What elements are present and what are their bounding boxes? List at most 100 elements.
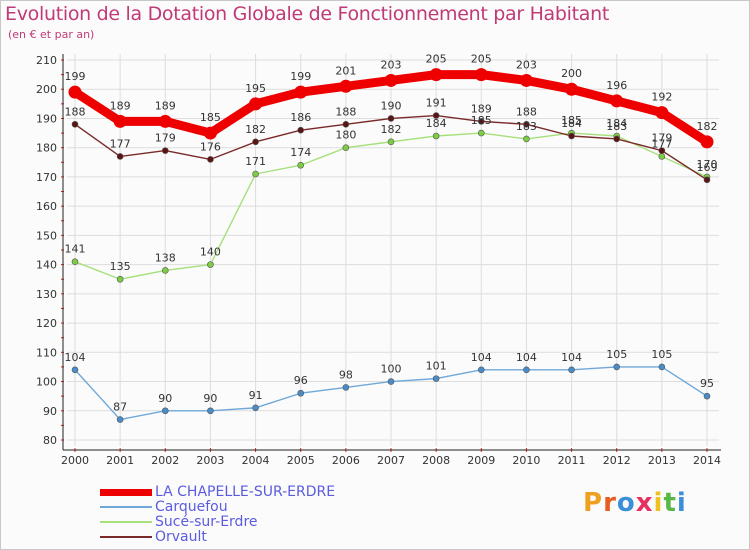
x-tick-label: 2006 [332,454,360,467]
data-point [703,392,711,400]
data-point [387,378,395,385]
y-tick-label: 120 [36,317,57,330]
data-label: 104 [471,351,492,364]
data-point [71,121,79,128]
data-label: 191 [426,97,447,110]
y-tick-label: 90 [43,405,57,418]
y-tick-label: 180 [36,142,57,155]
data-label: 189 [155,99,176,112]
data-point [116,275,124,283]
data-point [297,389,305,397]
proxiti-logo: Proxiti [583,488,687,518]
data-point [387,115,395,122]
logo-letter: P [583,488,604,518]
legend-swatch-suce [100,521,152,523]
data-label: 140 [200,246,221,259]
data-point [252,138,259,146]
data-label: 196 [606,79,627,92]
y-tick-label: 160 [36,200,57,213]
data-label: 176 [200,140,221,153]
data-point [207,261,214,268]
chart-title: Evolution de la Dotation Globale de Fonc… [5,3,610,25]
data-label: 174 [290,146,311,159]
data-point [658,363,666,371]
data-label: 203 [516,58,537,71]
legend-label-la-chapelle: LA CHAPELLE-SUR-ERDRE [155,484,336,500]
data-point [703,176,711,184]
data-point [116,416,124,423]
data-label: 199 [65,70,86,83]
data-point [477,129,485,137]
data-label: 171 [245,155,266,168]
data-label: 188 [335,105,356,118]
data-point [71,366,79,374]
data-point [339,79,353,93]
x-tick-label: 2012 [603,454,631,467]
data-point [658,153,666,160]
data-label: 180 [335,129,356,142]
data-label: 100 [381,363,402,376]
data-label: 87 [113,401,127,414]
data-label: 179 [155,132,176,145]
legend-label-suce: Sucé-sur-Erdre [155,514,258,530]
data-label: 96 [294,374,308,387]
y-tick-label: 200 [36,83,57,96]
logo-letter: t [663,488,677,518]
data-point [161,407,169,415]
y-tick-label: 80 [43,434,57,447]
data-point [207,407,214,415]
data-point [294,85,308,99]
data-label: 195 [245,82,266,95]
data-label: 185 [200,111,221,124]
data-label: 104 [516,351,537,364]
data-label: 95 [700,377,714,390]
y-tick-label: 110 [36,346,57,359]
data-point [613,135,621,143]
logo-letter: i [676,488,687,518]
data-label: 104 [561,351,582,364]
data-label: 90 [158,392,172,405]
data-point [387,138,395,146]
legend-swatch-orvault [100,536,152,538]
y-tick-label: 130 [36,288,57,301]
data-label: 186 [290,111,311,124]
data-point [568,366,575,374]
data-label: 199 [290,70,311,83]
data-point [252,404,259,412]
legend-swatch-carquefou [100,506,152,508]
data-point [568,132,575,140]
data-label: 205 [426,53,447,66]
x-tick-label: 2004 [242,454,270,467]
data-label: 101 [426,360,447,373]
x-tick-label: 2007 [377,454,405,467]
data-label: 98 [339,368,353,381]
data-point [474,68,488,82]
data-point [432,132,440,140]
data-point [249,97,263,111]
x-tick-label: 2001 [106,454,134,467]
data-label: 189 [471,102,492,115]
data-point [432,112,440,119]
x-tick-label: 2000 [61,454,89,467]
x-tick-label: 2005 [287,454,315,467]
data-label: 169 [697,161,718,174]
data-label: 141 [65,243,86,256]
data-point [116,153,124,160]
data-point [477,366,485,374]
data-point [523,121,530,128]
data-label: 138 [155,251,176,264]
y-tick-label: 150 [36,229,57,242]
data-point [71,258,79,265]
x-tick-label: 2014 [693,454,721,467]
data-point [384,73,398,87]
data-label: 188 [65,105,86,118]
data-label: 200 [561,67,582,80]
data-point [523,366,530,374]
y-tick-label: 140 [36,259,57,272]
data-point [519,73,533,87]
data-point [523,135,530,143]
legend-swatch-la-chapelle [100,489,152,496]
data-point [658,147,666,154]
data-point [342,121,350,128]
